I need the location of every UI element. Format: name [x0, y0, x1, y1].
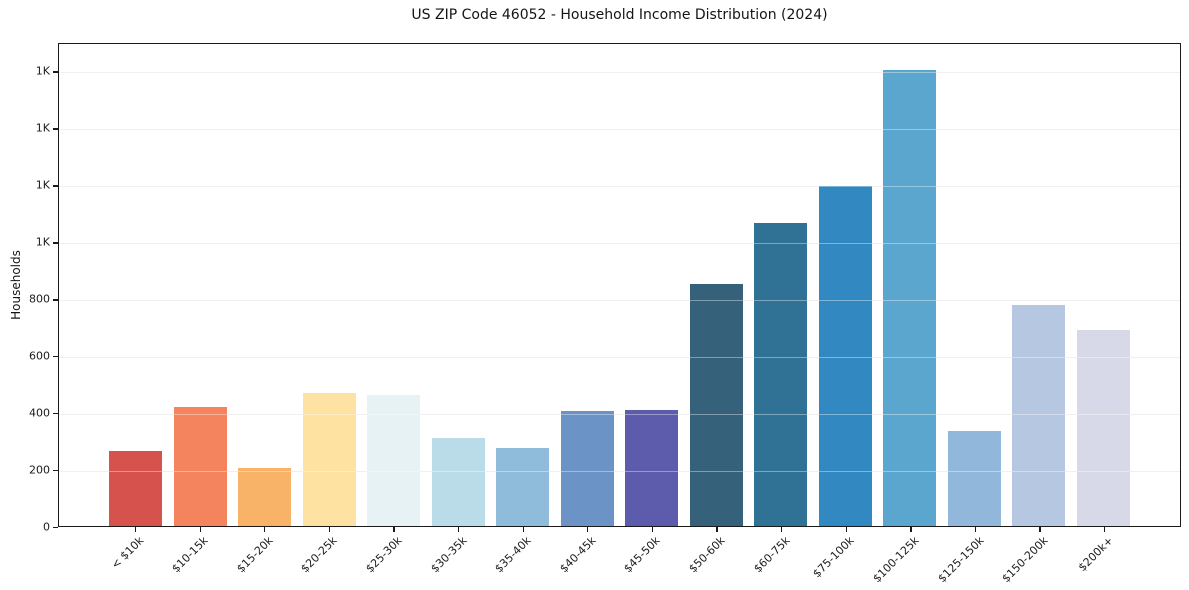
- y-tick-mark: [53, 470, 58, 472]
- gridline-overlay: [59, 129, 1180, 131]
- y-tick-label: 800: [29, 292, 50, 306]
- gridline-overlay: [59, 414, 1180, 416]
- gridline: [59, 243, 1180, 245]
- gridline: [59, 357, 1180, 359]
- x-tick-label: $200k+: [1075, 534, 1116, 575]
- gridline-overlay: [59, 471, 1180, 473]
- x-tick-mark: [522, 527, 524, 532]
- x-tick-label: < $10k: [108, 534, 147, 572]
- y-tick-mark: [53, 71, 58, 73]
- y-tick-mark: [53, 356, 58, 358]
- bar-$10-15k: [173, 406, 227, 526]
- x-tick-mark: [457, 527, 460, 532]
- x-tick-label: $35-40k: [492, 534, 534, 576]
- x-tick-label: $45-50k: [621, 534, 664, 576]
- bar-$30-35k: [431, 437, 485, 526]
- y-tick-label: 0: [43, 520, 50, 534]
- gridline: [59, 186, 1180, 188]
- x-tick-label: $50-60k: [686, 534, 728, 576]
- x-tick-label: $150-200k: [999, 534, 1051, 586]
- x-tick-mark: [134, 527, 137, 532]
- bar-$200k+: [1076, 330, 1130, 526]
- x-tick-label: $15-20k: [234, 534, 276, 576]
- gridline-overlay: [59, 72, 1180, 74]
- x-tick-mark: [910, 527, 912, 532]
- gridline-overlay: [59, 186, 1180, 188]
- gridline: [59, 72, 1180, 74]
- y-tick-label: 1K: [35, 121, 50, 135]
- y-tick-mark: [53, 299, 58, 301]
- x-tick-mark: [199, 527, 201, 532]
- bar-$50-60k: [689, 283, 743, 526]
- bar-$100-125k: [883, 69, 937, 526]
- bar-$45-50k: [625, 409, 679, 526]
- x-tick-mark: [781, 527, 783, 532]
- x-tick-mark: [1104, 527, 1106, 532]
- y-tick-label: 600: [29, 349, 50, 363]
- x-tick-mark: [651, 527, 654, 532]
- y-tick-label: 200: [29, 463, 50, 477]
- x-tick-mark: [328, 527, 331, 532]
- x-tick-label: $75-100k: [810, 534, 857, 581]
- gridline: [59, 129, 1180, 131]
- x-tick-label: $30-35k: [427, 534, 470, 576]
- bar-$60-75k: [754, 222, 808, 526]
- y-tick-mark: [53, 413, 58, 415]
- y-tick-mark: [53, 527, 58, 529]
- bar-< $10k: [109, 450, 163, 526]
- y-tick-label: 1K: [35, 64, 50, 78]
- y-tick-mark: [53, 128, 58, 130]
- x-tick-label: $10-15k: [169, 534, 211, 576]
- y-tick-label: 1K: [35, 178, 50, 192]
- x-tick-label: $125-150k: [934, 534, 987, 586]
- y-axis-title: Households: [9, 250, 23, 320]
- chart-title: US ZIP Code 46052 - Household Income Dis…: [411, 7, 828, 23]
- bar-$125-150k: [947, 431, 1001, 526]
- y-tick-label: 1K: [35, 235, 50, 249]
- x-tick-mark: [264, 527, 266, 532]
- bar-$150-200k: [1012, 304, 1066, 526]
- x-tick-label: $40-45k: [557, 534, 599, 576]
- bar-$35-40k: [496, 448, 550, 526]
- x-tick-label: $20-25k: [298, 534, 340, 576]
- x-tick-label: $60-75k: [750, 534, 793, 576]
- gridline: [59, 300, 1180, 302]
- gridline: [59, 414, 1180, 416]
- gridline-overlay: [59, 243, 1180, 245]
- y-tick-mark: [53, 185, 58, 187]
- x-tick-mark: [716, 527, 718, 532]
- x-tick-label: $25-30k: [363, 534, 405, 576]
- x-tick-label: $100-125k: [870, 534, 922, 586]
- bar-$40-45k: [560, 410, 614, 526]
- x-tick-mark: [974, 527, 977, 532]
- x-tick-mark: [845, 527, 847, 532]
- gridline: [59, 471, 1180, 473]
- y-tick-label: 400: [29, 406, 50, 420]
- bar-$25-30k: [367, 394, 421, 526]
- plot-area: [58, 43, 1181, 527]
- x-tick-mark: [1039, 527, 1041, 532]
- bar-$20-25k: [302, 392, 356, 526]
- x-tick-mark: [587, 527, 589, 532]
- y-tick-mark: [53, 242, 58, 244]
- x-tick-mark: [393, 527, 395, 532]
- bar-$75-100k: [818, 185, 872, 526]
- gridline-overlay: [59, 300, 1180, 302]
- gridline-overlay: [59, 357, 1180, 359]
- bar-$15-20k: [238, 468, 292, 526]
